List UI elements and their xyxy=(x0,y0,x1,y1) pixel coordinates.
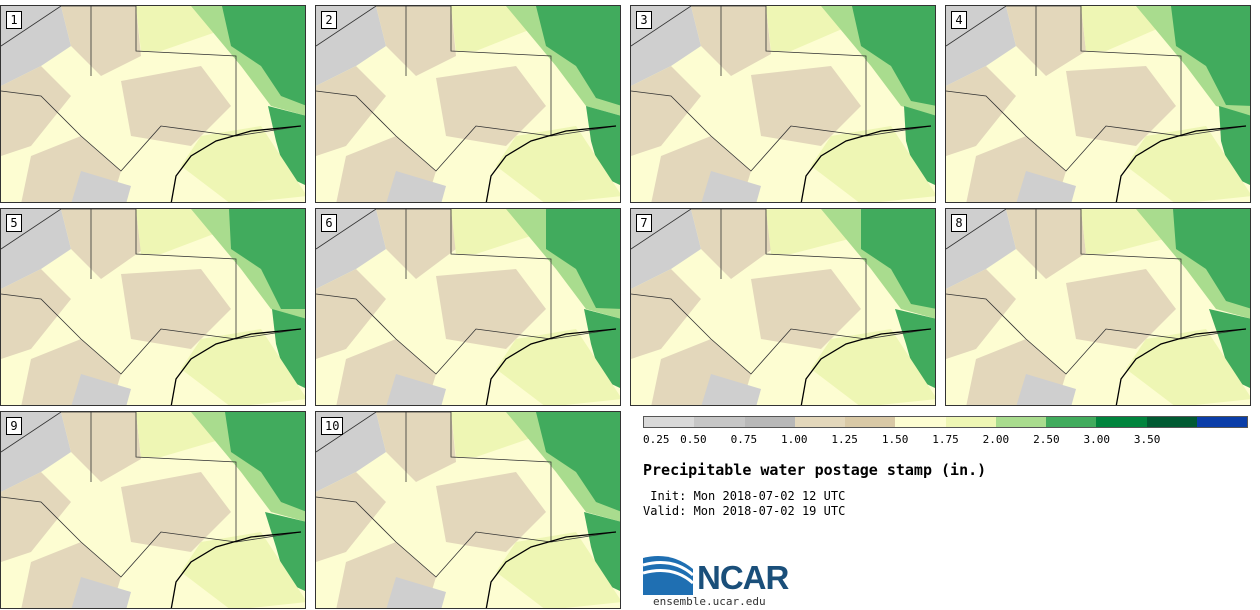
colorbar-segment xyxy=(1096,417,1147,427)
texas-map-icon xyxy=(1,412,305,608)
colorbar-labels: 0.25 0.50 0.75 1.00 1.25 1.50 1.75 2.00 2.50 3.00… xyxy=(643,433,1248,447)
stamp-number-label: 2 xyxy=(321,11,337,29)
stamp-number-label: 1 xyxy=(6,11,22,29)
texas-map-icon xyxy=(631,6,935,202)
texas-map-icon xyxy=(946,6,1250,202)
colorbar-segment xyxy=(945,417,996,427)
postage-stamp-2[interactable]: 2 xyxy=(315,5,621,203)
colorbar-tick-label: 1.00 xyxy=(781,433,808,446)
colorbar-segment xyxy=(1196,417,1247,427)
stamp-number-label: 3 xyxy=(636,11,652,29)
colorbar-segment xyxy=(744,417,795,427)
texas-map-icon xyxy=(631,209,935,405)
colorbar-segment xyxy=(995,417,1046,427)
valid-time: Valid: Mon 2018-07-02 19 UTC xyxy=(643,504,846,518)
colorbar-tick-label: 2.50 xyxy=(1033,433,1060,446)
colorbar-tick-label: 2.00 xyxy=(982,433,1010,446)
stamp-number-label: 4 xyxy=(951,11,967,29)
postage-stamp-9[interactable]: 9 xyxy=(0,411,306,609)
colorbar-segment xyxy=(794,417,845,427)
colorbar-tick-label: 1.75 xyxy=(932,433,959,446)
colorbar-tick-label: 0.75 xyxy=(730,433,758,446)
colorbar-segment xyxy=(1146,417,1197,427)
postage-stamp-5[interactable]: 5 xyxy=(0,208,306,406)
postage-stamp-8[interactable]: 8 xyxy=(945,208,1251,406)
stamp-number-label: 9 xyxy=(6,417,22,435)
postage-stamp-1[interactable]: 1 xyxy=(0,5,306,203)
texas-map-icon xyxy=(316,6,620,202)
colorbar-segment xyxy=(845,417,896,427)
stamp-number-label: 7 xyxy=(636,214,652,232)
postage-stamp-4[interactable]: 4 xyxy=(945,5,1251,203)
colorbar-tick-label: 3.50 xyxy=(1133,433,1161,446)
texas-map-icon xyxy=(946,209,1250,405)
texas-map-icon xyxy=(316,209,620,405)
chart-title: Precipitable water postage stamp (in.) xyxy=(643,461,987,479)
texas-map-icon xyxy=(316,412,620,608)
colorbar-tick-label: 0.25 xyxy=(643,433,670,446)
stamp-number-label: 5 xyxy=(6,214,22,232)
colorbar-tick-label: 1.25 xyxy=(831,433,858,446)
postage-stamp-6[interactable]: 6 xyxy=(315,208,621,406)
stamp-number-label: 8 xyxy=(951,214,967,232)
colorbar-tick-label: 3.00 xyxy=(1083,433,1111,446)
init-time: Init: Mon 2018-07-02 12 UTC xyxy=(643,489,846,503)
postage-stamp-3[interactable]: 3 xyxy=(630,5,936,203)
colorbar xyxy=(643,416,1248,428)
colorbar-tick-label: 1.50 xyxy=(881,433,909,446)
site-url[interactable]: ensemble.ucar.edu xyxy=(653,595,766,608)
colorbar-tick-label: 0.50 xyxy=(680,433,707,446)
ncar-logo-text: NCAR xyxy=(697,559,789,596)
texas-map-icon xyxy=(1,209,305,405)
postage-stamp-10[interactable]: 10 xyxy=(315,411,621,609)
ncar-logo-icon xyxy=(643,556,695,595)
colorbar-segment xyxy=(895,417,946,427)
postage-stamp-7[interactable]: 7 xyxy=(630,208,936,406)
colorbar-segment xyxy=(694,417,745,427)
texas-map-icon xyxy=(1,6,305,202)
colorbar-segment xyxy=(644,417,695,427)
stamp-number-label: 10 xyxy=(321,417,344,435)
stamp-number-label: 6 xyxy=(321,214,337,232)
colorbar-segment xyxy=(1046,417,1097,427)
